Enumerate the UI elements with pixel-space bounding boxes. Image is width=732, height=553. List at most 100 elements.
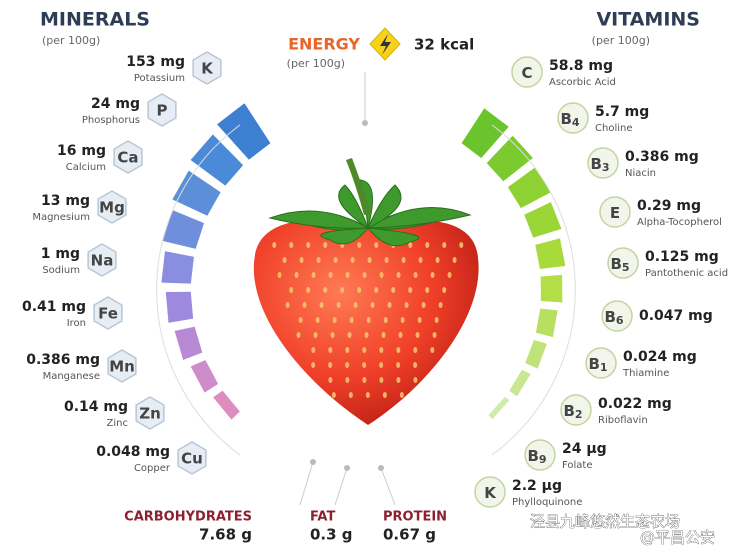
- vitamins-title: VITAMINS: [596, 9, 700, 31]
- vitamin-name: Thiamine: [622, 368, 669, 379]
- seed: [415, 332, 420, 338]
- connector-dot: [310, 459, 316, 465]
- seed: [425, 242, 430, 248]
- seed: [391, 287, 396, 293]
- vitamin-letter: B: [563, 402, 574, 420]
- seed: [319, 302, 324, 308]
- seed: [413, 347, 418, 353]
- mineral-name: Iron: [67, 318, 86, 329]
- seed: [452, 257, 457, 263]
- seed: [323, 287, 328, 293]
- seed: [362, 347, 367, 353]
- mineral-hex: [177, 441, 207, 475]
- mineral-symbol: Na: [91, 252, 114, 270]
- arc-bar: [534, 237, 566, 270]
- macro-label: CARBOHYDRATES: [124, 510, 252, 525]
- seed: [282, 257, 287, 263]
- seed: [333, 257, 338, 263]
- vitamin-index: 3: [602, 161, 610, 174]
- mineral-name: Zinc: [107, 418, 128, 429]
- seed: [357, 242, 362, 248]
- arc-bar: [460, 107, 510, 159]
- mineral-amount: 16 mg: [57, 143, 106, 159]
- mineral-amount: 0.14 mg: [64, 399, 128, 415]
- seed: [311, 362, 316, 368]
- mineral-amount: 153 mg: [126, 54, 185, 70]
- leaf: [320, 227, 370, 245]
- vitamin-letter: C: [521, 64, 532, 82]
- mineral-amount: 0.048 mg: [96, 444, 170, 460]
- leaf: [366, 227, 420, 247]
- arc-bar: [487, 396, 510, 420]
- seed: [330, 332, 335, 338]
- watermark-right: @平昌公安: [640, 529, 715, 547]
- seed: [345, 377, 350, 383]
- arc-bar: [171, 169, 222, 217]
- seed: [362, 377, 367, 383]
- vitamin-index: 5: [622, 261, 630, 274]
- vitamin-amount: 58.8 mg: [549, 58, 613, 74]
- seed: [364, 332, 369, 338]
- vitamin-amount: 2.2 µg: [512, 478, 562, 494]
- vitamin-circle: [524, 439, 556, 471]
- vitamin-circle: [560, 394, 592, 426]
- seed: [328, 272, 333, 278]
- connector-dot: [344, 465, 350, 471]
- energy-label: ENERGY: [288, 35, 360, 54]
- vitamin-index: 6: [616, 314, 624, 327]
- seed: [345, 362, 350, 368]
- seed: [435, 257, 440, 263]
- seed: [381, 332, 386, 338]
- energy-subtitle: (per 100g): [287, 57, 345, 70]
- seed: [332, 317, 337, 323]
- mineral-hex: [93, 296, 123, 330]
- vitamin-symbol: B4: [560, 110, 579, 130]
- mineral-symbol: Ca: [117, 149, 138, 167]
- seed: [438, 302, 443, 308]
- vitamin-circle: [557, 102, 589, 134]
- vitamin-amount: 0.022 mg: [598, 396, 672, 412]
- seed: [408, 242, 413, 248]
- seed: [362, 272, 367, 278]
- seed: [299, 257, 304, 263]
- energy-icon: [369, 27, 401, 61]
- arc-bar: [189, 133, 244, 187]
- seed: [396, 377, 401, 383]
- vitamin-letter: B: [588, 355, 599, 373]
- macro-value: 0.67 g: [383, 526, 436, 544]
- seed: [289, 242, 294, 248]
- vitamin-index: 4: [572, 116, 580, 129]
- seed: [357, 287, 362, 293]
- seed: [336, 302, 341, 308]
- seed: [374, 287, 379, 293]
- seed: [399, 392, 404, 398]
- mineral-amount: 0.386 mg: [26, 352, 100, 368]
- vitamin-letter: B: [590, 155, 601, 173]
- vitamin-circle: [585, 347, 617, 379]
- mineral-hex: [135, 396, 165, 430]
- arc-bar: [523, 201, 563, 239]
- vitamin-letter: B: [560, 110, 571, 128]
- vitamin-letter: E: [610, 204, 620, 222]
- seed: [417, 317, 422, 323]
- mineral-symbol: Mn: [109, 358, 135, 376]
- seed: [289, 287, 294, 293]
- vitamin-letter: B: [527, 447, 538, 465]
- seed: [398, 332, 403, 338]
- leaf: [366, 206, 472, 229]
- mineral-hex: [87, 243, 117, 277]
- arc-bar: [535, 308, 559, 338]
- connector: [380, 467, 396, 506]
- macro-label: FAT: [310, 510, 335, 525]
- vitamin-symbol: B3: [590, 155, 609, 175]
- seed: [379, 272, 384, 278]
- seed: [434, 317, 439, 323]
- seed: [331, 392, 336, 398]
- vitamin-amount: 24 µg: [562, 441, 607, 457]
- seed: [425, 287, 430, 293]
- vitamin-symbol: K: [484, 484, 497, 502]
- seed: [328, 362, 333, 368]
- connector-dot: [362, 120, 368, 126]
- seed: [379, 347, 384, 353]
- connector: [299, 461, 314, 506]
